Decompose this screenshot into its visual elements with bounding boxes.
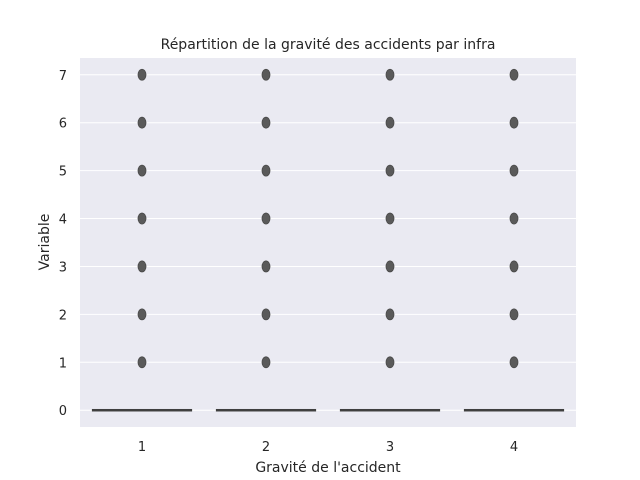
outlier-point [509, 260, 519, 273]
outlier-point [261, 68, 271, 81]
y-tick-label: 4 [59, 213, 67, 228]
outlier-point [509, 212, 519, 225]
x-axis-label: Gravité de l'accident [255, 460, 401, 476]
outlier-point [385, 308, 395, 321]
grid [80, 74, 576, 411]
outlier-point [137, 164, 147, 177]
outlier-point [261, 212, 271, 225]
y-ticks: 0 1 2 3 4 5 6 7 [59, 69, 67, 419]
outlier-point [509, 116, 519, 129]
outlier-point [385, 356, 395, 369]
x-tick-label: 1 [138, 440, 146, 455]
plot-area [80, 58, 576, 427]
y-axis-label: Variable [37, 214, 53, 271]
x-tick-label: 3 [386, 440, 394, 455]
outlier-point [261, 164, 271, 177]
outlier-point [385, 68, 395, 81]
outlier-point [509, 308, 519, 321]
outlier-point [137, 260, 147, 273]
x-tick-label: 2 [262, 440, 270, 455]
outlier-point [509, 68, 519, 81]
outlier-point [509, 164, 519, 177]
y-tick-label: 7 [59, 69, 67, 84]
y-tick-label: 1 [59, 356, 67, 371]
chart-title: Répartition de la gravité des accidents … [161, 37, 496, 53]
outlier-point [137, 356, 147, 369]
outlier-point [261, 260, 271, 273]
outlier-point [261, 308, 271, 321]
y-tick-label: 3 [59, 260, 67, 275]
outlier-point [137, 116, 147, 129]
outlier-point [137, 308, 147, 321]
outlier-point [261, 116, 271, 129]
outlier-point [137, 212, 147, 225]
outlier-point [385, 212, 395, 225]
outliers [137, 68, 519, 369]
y-tick-label: 6 [59, 117, 67, 132]
outlier-point [385, 116, 395, 129]
y-tick-label: 0 [59, 404, 67, 419]
outlier-point [261, 356, 271, 369]
boxes [91, 408, 565, 412]
outlier-point [509, 356, 519, 369]
x-ticks: 1 2 3 4 [138, 440, 518, 455]
outlier-point [385, 260, 395, 273]
outlier-point [137, 68, 147, 81]
outlier-point [385, 164, 395, 177]
x-tick-label: 4 [510, 440, 518, 455]
y-tick-label: 5 [59, 165, 67, 180]
y-tick-label: 2 [59, 308, 67, 323]
